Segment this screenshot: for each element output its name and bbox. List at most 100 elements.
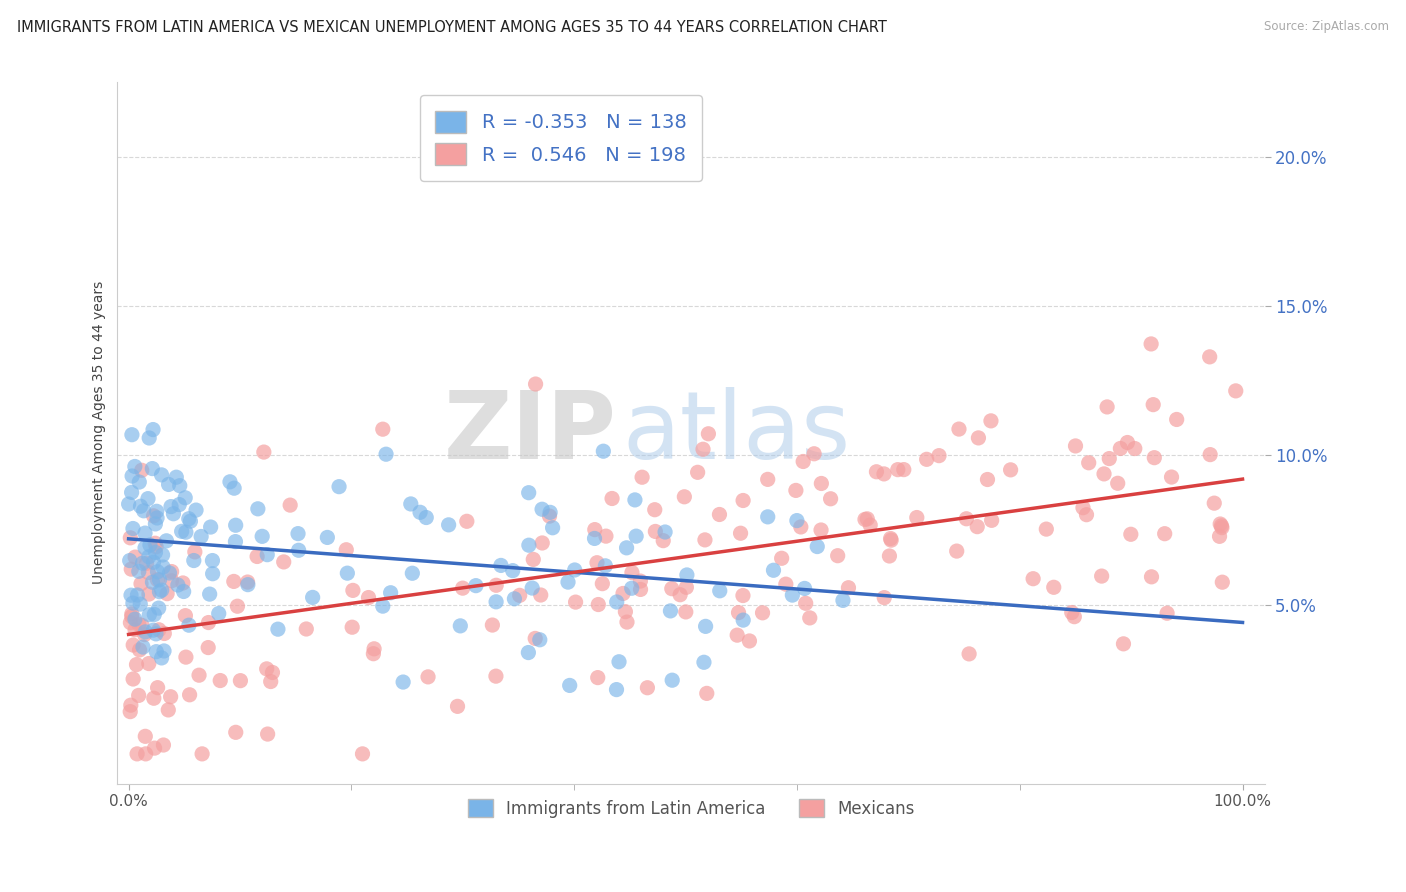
Point <box>669 588 692 602</box>
Point <box>485 669 508 683</box>
Point <box>165 470 187 484</box>
Text: IMMIGRANTS FROM LATIN AMERICA VS MEXICAN UNEMPLOYMENT AMONG AGES 35 TO 44 YEARS : IMMIGRANTS FROM LATIN AMERICA VS MEXICAN… <box>17 20 887 35</box>
Point <box>531 502 554 516</box>
Point <box>141 575 163 590</box>
Point <box>250 529 273 543</box>
Point <box>177 512 200 526</box>
Point <box>1064 439 1087 453</box>
Point <box>529 632 551 647</box>
Point <box>756 472 779 486</box>
Point <box>673 490 696 504</box>
Point <box>1211 521 1233 535</box>
Point <box>138 566 160 580</box>
Point <box>142 508 165 523</box>
Point <box>352 747 374 761</box>
Point <box>155 533 177 548</box>
Point <box>583 532 606 546</box>
Point <box>605 682 627 697</box>
Point <box>786 514 808 528</box>
Point <box>121 607 143 621</box>
Point <box>727 606 749 620</box>
Point <box>558 678 581 692</box>
Point <box>692 442 714 457</box>
Point <box>375 447 398 461</box>
Point <box>236 575 259 590</box>
Point <box>122 672 145 686</box>
Point <box>1112 637 1135 651</box>
Point <box>616 541 638 555</box>
Point <box>139 538 162 552</box>
Point <box>335 542 357 557</box>
Point <box>1076 508 1098 522</box>
Point <box>793 582 815 596</box>
Point <box>129 597 152 611</box>
Point <box>138 549 160 564</box>
Point <box>120 705 142 719</box>
Point <box>201 553 224 567</box>
Point <box>531 536 554 550</box>
Point <box>810 523 832 537</box>
Point <box>197 615 219 630</box>
Point <box>160 500 183 514</box>
Point <box>1142 398 1164 412</box>
Point <box>1042 580 1064 594</box>
Point <box>409 505 432 519</box>
Point <box>1208 529 1230 543</box>
Point <box>399 497 422 511</box>
Point <box>134 627 156 641</box>
Point <box>1063 609 1085 624</box>
Point <box>179 514 201 528</box>
Point <box>607 655 630 669</box>
Point <box>827 549 849 563</box>
Point <box>148 584 170 599</box>
Point <box>363 647 385 661</box>
Point <box>146 565 169 579</box>
Point <box>209 673 232 688</box>
Point <box>980 414 1002 428</box>
Point <box>225 518 247 533</box>
Point <box>128 564 150 578</box>
Point <box>538 505 561 519</box>
Point <box>1035 522 1057 536</box>
Point <box>145 545 167 559</box>
Point <box>586 671 609 685</box>
Point <box>146 573 169 587</box>
Point <box>614 605 637 619</box>
Point <box>267 622 290 636</box>
Point <box>256 548 278 562</box>
Point <box>145 540 167 554</box>
Point <box>1119 527 1142 541</box>
Point <box>624 529 647 543</box>
Point <box>820 491 842 506</box>
Point <box>262 665 284 680</box>
Point <box>146 511 169 525</box>
Point <box>588 598 610 612</box>
Point <box>131 618 153 632</box>
Point <box>156 587 179 601</box>
Text: atlas: atlas <box>623 387 851 479</box>
Point <box>865 465 887 479</box>
Point <box>1077 456 1099 470</box>
Point <box>1098 451 1121 466</box>
Point <box>253 445 276 459</box>
Point <box>225 725 247 739</box>
Point <box>557 575 579 590</box>
Point <box>782 588 804 602</box>
Point <box>141 461 163 475</box>
Point <box>226 599 249 614</box>
Point <box>118 553 141 567</box>
Point <box>799 611 821 625</box>
Point <box>134 526 156 541</box>
Point <box>184 545 207 559</box>
Point <box>160 574 183 588</box>
Point <box>775 577 797 591</box>
Point <box>509 588 531 602</box>
Point <box>134 541 156 555</box>
Point <box>120 531 142 545</box>
Point <box>456 514 478 528</box>
Point <box>806 540 828 554</box>
Point <box>135 747 157 761</box>
Point <box>592 444 614 458</box>
Point <box>517 485 540 500</box>
Point <box>190 529 212 543</box>
